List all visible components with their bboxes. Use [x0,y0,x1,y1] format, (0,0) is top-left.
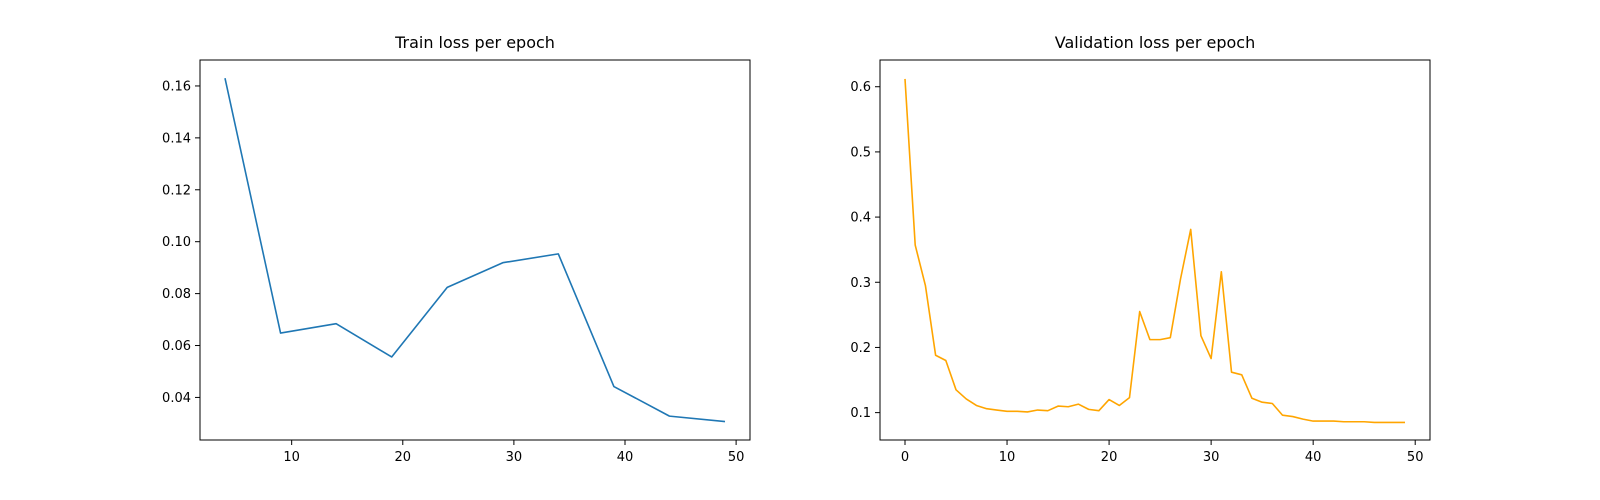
x-tick-label: 30 [506,450,523,465]
y-tick-label: 0.5 [850,145,871,160]
x-tick-label: 10 [283,450,300,465]
chart-0: Train loss per epoch 10 20 30 40 50 0.04 0.06 0.… [162,33,751,465]
x-tick-label: 50 [1407,450,1424,465]
x-tick-label: 0 [901,450,909,465]
x-tick-label: 50 [728,450,745,465]
y-tick-label: 0.06 [162,339,191,354]
y-tick-label: 0.12 [162,183,191,198]
series-line-0 [904,78,1405,424]
chart-title: Train loss per epoch [394,33,555,52]
y-tick-label: 0.1 [850,406,871,421]
x-tick-label: 20 [1101,450,1118,465]
y-tick-label: 0.14 [162,131,191,146]
y-tick-label: 0.2 [850,341,871,356]
x-tick-label: 30 [1203,450,1220,465]
series-line-0 [224,77,726,423]
x-tick-label: 10 [999,450,1016,465]
axes-frame [199,59,751,441]
axes-frame [879,59,1431,441]
x-tick-label: 20 [395,450,412,465]
x-tick-label: 40 [617,450,634,465]
x-tick-label: 40 [1305,450,1322,465]
y-tick-label: 0.16 [162,79,191,94]
y-tick-label: 0.6 [850,80,871,95]
chart-title: Validation loss per epoch [1055,33,1255,52]
y-tick-label: 0.08 [162,287,191,302]
y-tick-label: 0.4 [850,211,871,226]
y-tick-label: 0.10 [162,235,191,250]
y-tick-label: 0.3 [850,276,871,291]
chart-1: Validation loss per epoch 0 10 20 30 40 50 0.1 0… [850,33,1431,465]
y-tick-label: 0.04 [162,391,191,406]
